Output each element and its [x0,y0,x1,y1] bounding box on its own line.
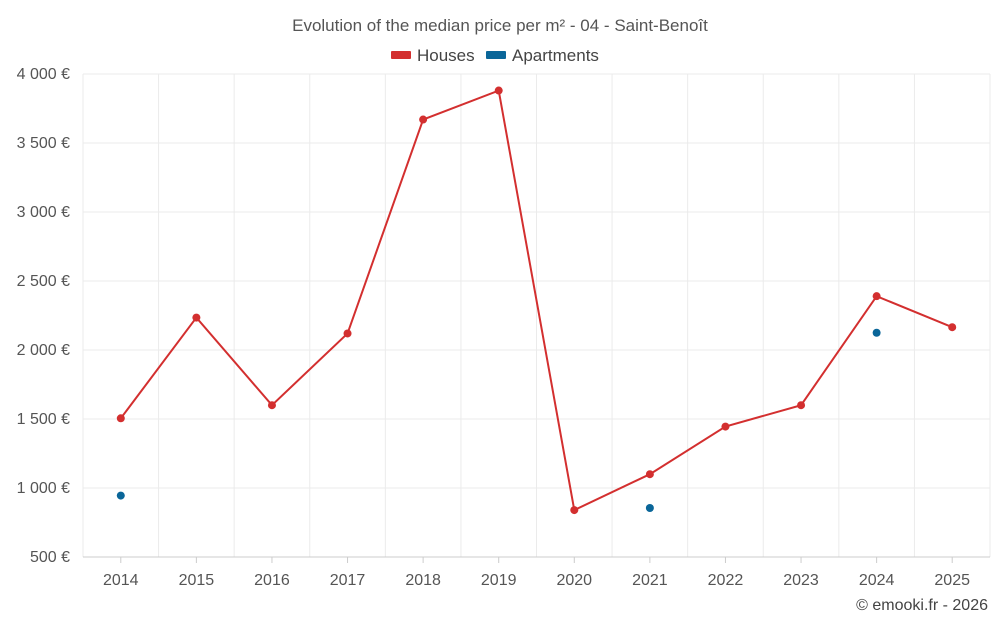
credit-text: © emooki.fr - 2026 [856,597,988,614]
x-tick-label: 2018 [405,572,441,589]
y-tick-label: 4 000 € [17,66,70,83]
legend-apartments-swatch [486,51,506,59]
legend-apartments-label: Apartments [512,46,599,65]
x-tick-label: 2021 [632,572,668,589]
data-point-houses-2023[interactable] [797,401,806,410]
data-point-houses-2020[interactable] [570,506,579,515]
x-tick-label: 2024 [859,572,895,589]
legend-houses[interactable]: Houses [391,46,475,65]
x-tick-label: 2020 [556,572,592,589]
x-tick-label: 2025 [934,572,970,589]
legend-houses-swatch [391,51,411,59]
data-point-houses-2024[interactable] [872,292,881,301]
y-tick-label: 3 000 € [17,204,70,221]
data-point-apartments-2014[interactable] [116,491,125,500]
y-tick-label: 3 500 € [17,135,70,152]
x-axis-ticks: 2014 2015 2016 2017 2018 2019 2020 2021 2022 2023… [103,557,970,589]
series-line-houses [119,89,953,512]
series-layer [116,86,957,515]
data-point-houses-2022[interactable] [721,422,730,431]
legend-houses-label: Houses [417,46,475,65]
data-point-apartments-2021[interactable] [645,504,654,513]
x-tick-label: 2023 [783,572,819,589]
grid [82,73,991,558]
x-tick-label: 2015 [179,572,215,589]
data-point-houses-2014[interactable] [116,414,125,423]
data-point-houses-2025[interactable] [948,323,957,332]
y-tick-label: 2 000 € [17,342,70,359]
data-point-houses-2015[interactable] [192,313,201,322]
y-tick-label: 2 500 € [17,273,70,290]
data-point-houses-2017[interactable] [343,329,352,338]
data-point-houses-2016[interactable] [267,401,276,410]
legend: Houses Apartments [391,46,599,65]
legend-apartments[interactable]: Apartments [486,46,599,65]
y-tick-label: 1 000 € [17,480,70,497]
data-point-houses-2021[interactable] [645,470,654,479]
y-axis-ticks: 500 € 1 000 € 1 500 € 2 000 € 2 500 € 3 000 €… [17,66,70,566]
x-tick-label: 2016 [254,572,290,589]
x-tick-label: 2014 [103,572,139,589]
x-tick-label: 2017 [330,572,366,589]
data-point-houses-2019[interactable] [494,86,503,95]
data-point-houses-2018[interactable] [419,115,428,124]
x-tick-label: 2022 [708,572,744,589]
x-tick-label: 2019 [481,572,517,589]
chart-title: Evolution of the median price per m² - 0… [292,16,708,35]
data-point-apartments-2024[interactable] [872,328,881,337]
y-tick-label: 1 500 € [17,411,70,428]
y-tick-label: 500 € [30,549,70,566]
